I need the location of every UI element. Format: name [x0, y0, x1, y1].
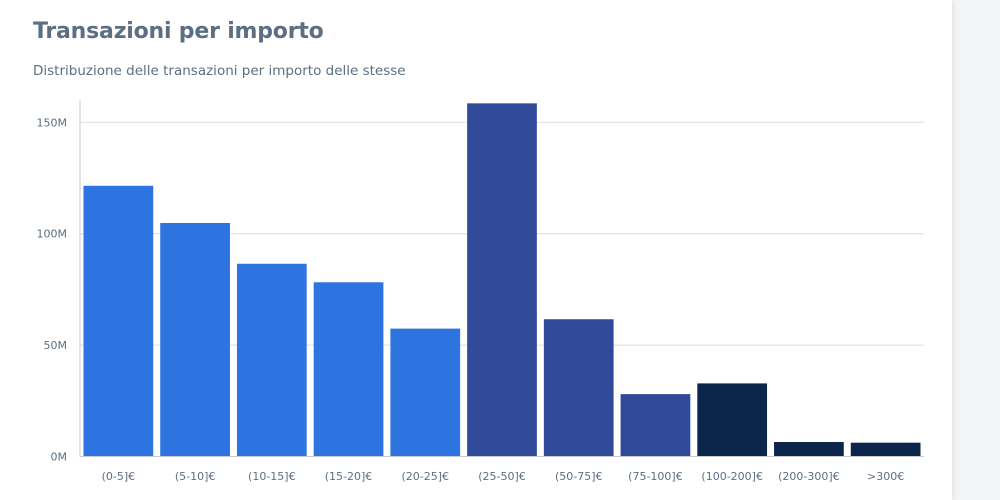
x-tick-label: (20-25]€ — [401, 470, 449, 483]
x-tick-label: (10-15]€ — [248, 470, 296, 483]
chart-subtitle: Distribuzione delle transazioni per impo… — [33, 63, 406, 79]
y-tick-label: 0M — [51, 451, 68, 464]
bar[interactable] — [236, 263, 307, 457]
bar[interactable] — [83, 185, 154, 457]
bar[interactable] — [543, 319, 614, 457]
bar[interactable] — [850, 442, 921, 457]
bar-chart: 0M 50M 100M 150M (0-5]€ (5-10]€ (10-15]€ (15-20… — [37, 100, 924, 483]
x-tick-label: (50-75]€ — [555, 470, 603, 483]
chart-title: Transazioni per importo — [33, 19, 324, 44]
y-tick-label: 100M — [37, 228, 68, 241]
bar[interactable] — [390, 328, 461, 457]
x-tick-label: >300€ — [867, 470, 904, 483]
x-tick-label: (75-100]€ — [628, 470, 683, 483]
x-tick-label: (200-300]€ — [778, 470, 840, 483]
x-tick-label: (0-5]€ — [102, 470, 136, 483]
bar[interactable] — [467, 103, 537, 457]
x-tick-label: (100-200]€ — [701, 470, 763, 483]
x-tick-label: (15-20]€ — [325, 470, 373, 483]
bar[interactable] — [313, 282, 384, 457]
bar[interactable] — [160, 222, 230, 457]
bars — [83, 103, 921, 457]
bar[interactable] — [620, 394, 691, 457]
bar[interactable] — [774, 442, 844, 457]
bar[interactable] — [697, 383, 768, 457]
axes — [79, 100, 924, 457]
x-tick-label: (5-10]€ — [175, 470, 216, 483]
y-tick-label: 50M — [44, 339, 68, 352]
x-tick-label: (25-50]€ — [478, 470, 526, 483]
y-tick-label: 150M — [37, 116, 68, 129]
chart-card: Transazioni per importo Distribuzione de… — [0, 0, 952, 500]
tick-labels: 0M 50M 100M 150M (0-5]€ (5-10]€ (10-15]€ (15-20… — [37, 116, 905, 483]
